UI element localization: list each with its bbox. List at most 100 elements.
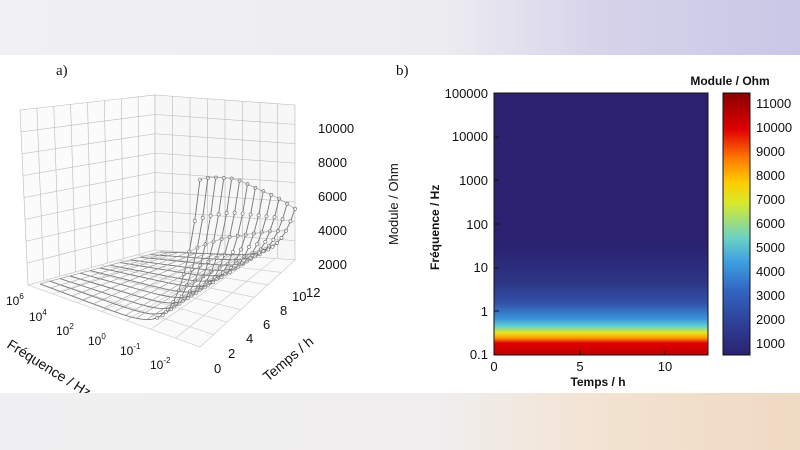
colorbar-tick-label: 6000 <box>756 216 785 231</box>
surface-frequency-line <box>93 253 206 305</box>
surface-point <box>271 237 276 242</box>
colorbar-tick-label: 2000 <box>756 312 785 327</box>
z-tick-label: 8000 <box>318 155 347 170</box>
z-tick-label: 10000 <box>318 121 354 136</box>
grid-line <box>150 256 256 330</box>
grid-line <box>82 269 241 311</box>
colorbar-tick-labels: 11000 10000 9000 8000 7000 6000 5000 400… <box>756 96 792 351</box>
z-tick-label: 6000 <box>318 189 347 204</box>
grid-line <box>22 152 156 176</box>
heatmap-y-tick-label: 100000 <box>445 86 488 101</box>
surface-frequency-line <box>50 251 170 289</box>
heatmap-y-tick-label: 10 <box>474 260 488 275</box>
panel-a-3d-plot: a) 10000 8000 6000 4000 2000 <box>4 63 401 393</box>
grid-line <box>154 191 296 203</box>
colorbar-tick-label: 11000 <box>756 96 791 111</box>
surface-frequency-line <box>146 253 251 320</box>
time-tick-label: 4 <box>246 331 253 346</box>
grid-line <box>25 210 156 242</box>
surface-point <box>240 211 245 216</box>
heatmap-x-tick-label: 10 <box>658 359 672 374</box>
surface-point <box>230 250 235 255</box>
panel-a-label: a) <box>56 63 68 79</box>
surface-frequency-line <box>167 249 269 311</box>
surface-point <box>255 242 260 247</box>
time-tick-label: 12 <box>306 285 320 300</box>
surface-point <box>192 218 197 223</box>
colorbar-tick-label: 9000 <box>756 144 785 159</box>
grid-line <box>154 152 296 164</box>
heatmap-x-axis-label: Temps / h <box>570 375 625 389</box>
grid-line <box>154 210 296 222</box>
surface-point <box>155 315 160 320</box>
surface-point <box>280 217 285 222</box>
panel-b-heatmap: b) 100000 10000 1000 10 0 10 1 0.1 <box>396 63 792 389</box>
grid-line <box>126 255 236 321</box>
heatmap-y-ticks <box>494 92 499 356</box>
z-tick-label: 2000 <box>318 257 347 272</box>
grid-line <box>154 133 296 145</box>
freq-tick-label: 10-1 <box>120 342 141 358</box>
surface-point <box>208 213 213 218</box>
surface-point <box>270 244 275 249</box>
heatmap-x-tick-label: 0 <box>490 359 497 374</box>
heatmap-y-axis-label: Fréquence / Hz <box>428 185 442 270</box>
panel-a-surface-mesh <box>39 175 297 321</box>
surface-point <box>248 212 253 217</box>
surface-point <box>198 177 202 182</box>
surface-frequency-line <box>82 252 197 301</box>
heatmap-y-tick-label: 0.1 <box>470 347 488 362</box>
colorbar-tick-label: 8000 <box>756 168 785 183</box>
panel-a-z-tick-labels: 10000 8000 6000 4000 2000 <box>318 121 354 272</box>
heatmap-x-tick-label: 5 <box>576 359 583 374</box>
panel-a-frequency-axis-label: Fréquence / Hz <box>4 336 94 393</box>
grid-line <box>23 172 156 198</box>
panel-a-time-axis-label: Temps / h <box>260 333 317 384</box>
grid-line <box>20 114 156 133</box>
heatmap-x-tick-labels: 0 5 10 <box>490 359 672 374</box>
heatmap-y-tick-label: 1 <box>481 304 488 319</box>
time-tick-label: 10 <box>292 289 306 304</box>
grid-line <box>175 258 276 339</box>
freq-tick-label: 100 <box>88 332 106 348</box>
grid-line <box>101 254 216 312</box>
grid-line <box>100 264 255 298</box>
surface-frequency-line <box>189 230 287 252</box>
grid-line <box>24 191 156 220</box>
heatmap-x-ticks <box>579 350 666 355</box>
surface-point <box>272 215 277 220</box>
surface-frequency-line <box>135 254 242 319</box>
surface-frequency-line <box>71 252 188 297</box>
page-band-top <box>0 0 800 55</box>
surface-point <box>263 239 268 244</box>
surface-point <box>264 214 269 219</box>
surface-point <box>216 212 221 217</box>
surface-frequency-line <box>39 251 161 285</box>
colorbar-tick-label: 10000 <box>756 120 792 135</box>
panel-a-back-wall-grid <box>19 94 296 286</box>
surface-point <box>224 211 229 215</box>
surface-frequency-line <box>114 253 224 312</box>
surface-point <box>247 244 251 249</box>
colorbar-tick-label: 3000 <box>756 288 785 303</box>
grid-line <box>154 114 296 125</box>
surface-frequency-line <box>103 253 215 309</box>
surface-frequency-line <box>61 252 179 293</box>
panel-a-z-axis-label: Module / Ohm <box>386 163 401 245</box>
grid-line <box>21 133 156 155</box>
colorbar-title: Module / Ohm <box>690 74 769 88</box>
panel-a-frequency-tick-labels: 106 104 102 100 10-1 10-2 <box>6 292 171 372</box>
figure-panel: a) 10000 8000 6000 4000 2000 <box>0 55 800 393</box>
surface-point <box>279 235 284 240</box>
surface-point <box>238 247 243 252</box>
heatmap-y-tick-label: 10000 <box>452 129 488 144</box>
surface-frequency-line <box>157 252 260 319</box>
time-tick-label: 2 <box>228 346 235 361</box>
panel-b-label: b) <box>396 63 409 79</box>
time-tick-label: 6 <box>263 317 270 332</box>
surface-point <box>288 219 293 224</box>
surface-point <box>256 213 261 218</box>
colorbar-tick-label: 7000 <box>756 192 785 207</box>
freq-tick-label: 10-2 <box>150 356 171 372</box>
heatmap-y-tick-label: 1000 <box>459 173 488 188</box>
